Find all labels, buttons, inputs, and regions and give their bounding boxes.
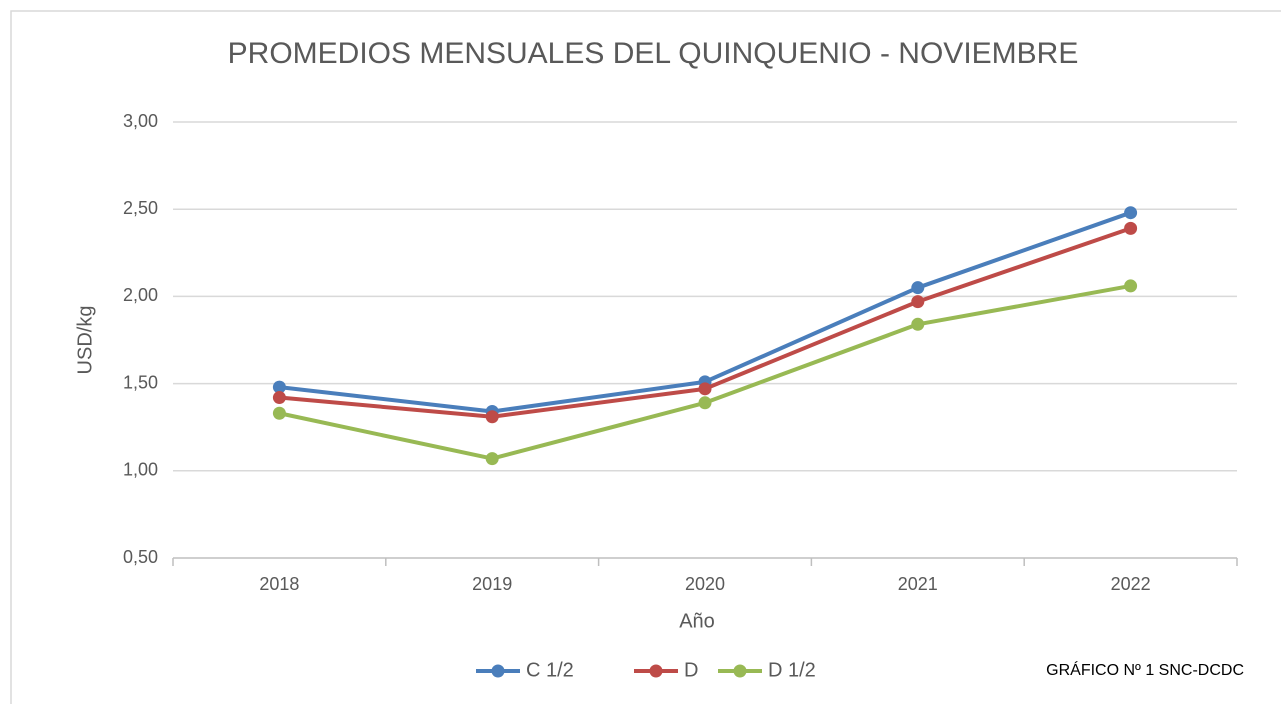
data-point	[911, 317, 925, 331]
data-point	[1124, 221, 1138, 235]
data-point	[485, 410, 499, 424]
legend-marker	[733, 664, 747, 678]
legend-label: D 1/2	[768, 659, 816, 681]
data-point	[698, 396, 712, 410]
y-tick-label: 3,00	[123, 111, 158, 131]
annotation: GRÁFICO Nº 1 SNC-DCDC	[1046, 660, 1244, 679]
data-point	[911, 295, 925, 309]
data-point	[1124, 206, 1138, 220]
legend-marker	[491, 664, 505, 678]
legend-label: C 1/2	[526, 659, 574, 681]
data-point	[1124, 279, 1138, 293]
y-tick-label: 2,00	[123, 285, 158, 305]
data-point	[272, 380, 286, 394]
x-axis-label: Año	[679, 610, 715, 632]
data-point	[272, 391, 286, 405]
data-point	[272, 406, 286, 420]
y-axis-label: USD/kg	[74, 306, 96, 375]
data-point	[911, 281, 925, 295]
x-tick-label: 2021	[898, 574, 938, 594]
data-point	[485, 452, 499, 466]
x-tick-label: 2020	[685, 574, 725, 594]
x-tick-label: 2018	[259, 574, 299, 594]
y-tick-label: 0,50	[123, 547, 158, 567]
x-tick-label: 2019	[472, 574, 512, 594]
y-tick-label: 2,50	[123, 198, 158, 218]
data-point	[698, 382, 712, 396]
legend-label: D	[684, 659, 698, 681]
chart-border	[10, 10, 1281, 704]
legend-marker	[649, 664, 663, 678]
x-tick-label: 2022	[1111, 574, 1151, 594]
y-tick-label: 1,00	[123, 460, 158, 480]
y-tick-label: 1,50	[123, 372, 158, 392]
chart-title: PROMEDIOS MENSUALES DEL QUINQUENIO - NOV…	[227, 37, 1079, 70]
